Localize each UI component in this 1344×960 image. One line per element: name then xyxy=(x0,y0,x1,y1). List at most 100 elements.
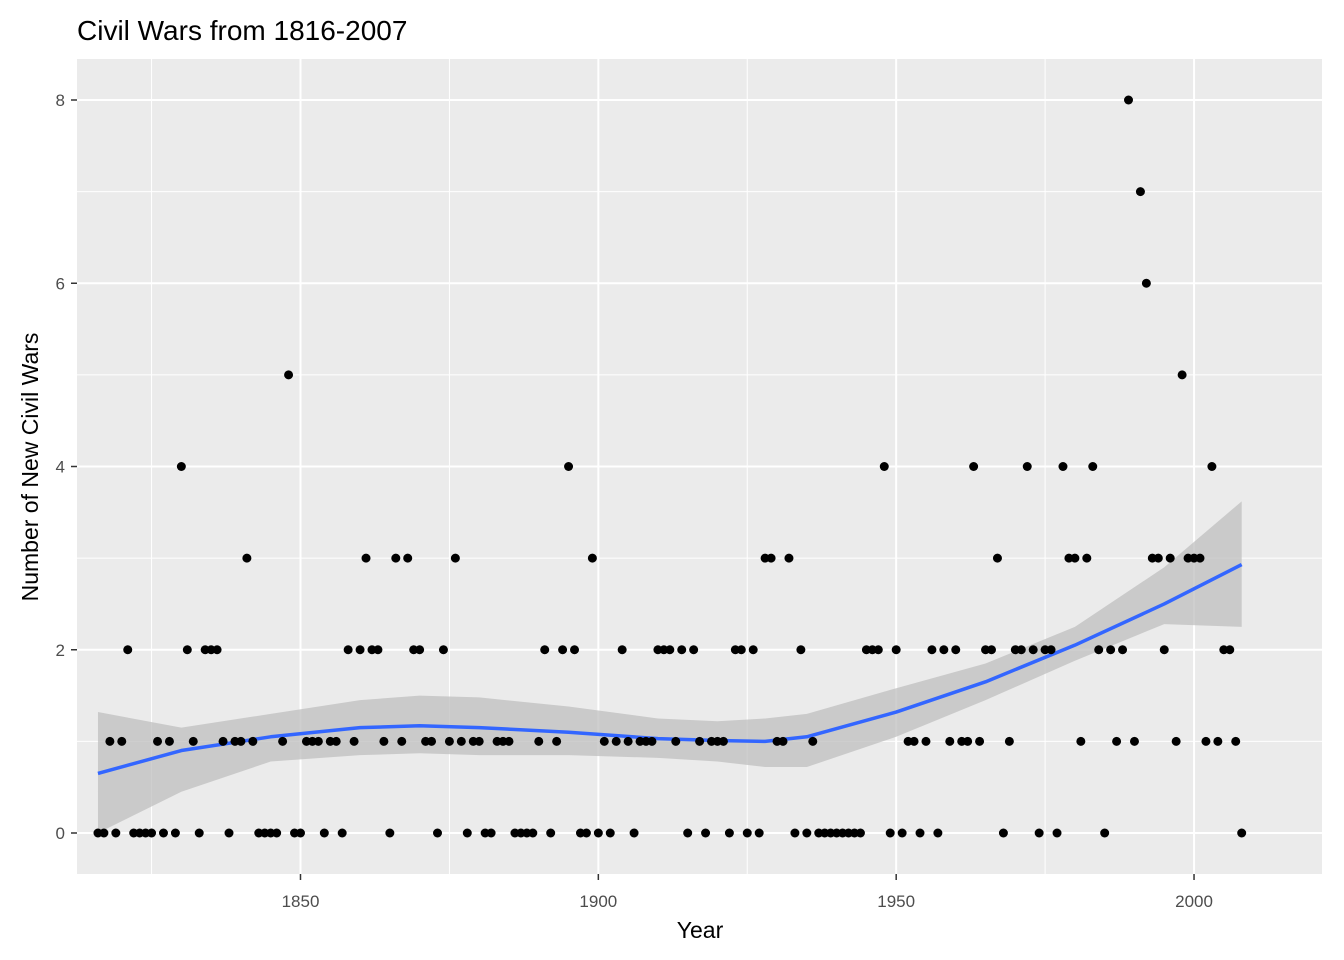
data-point xyxy=(546,828,556,838)
data-point xyxy=(1016,645,1026,655)
data-point xyxy=(1028,645,1038,655)
data-point xyxy=(349,736,359,746)
data-point xyxy=(105,736,115,746)
data-point xyxy=(1165,553,1175,563)
data-point xyxy=(242,553,252,563)
data-point xyxy=(1135,187,1145,197)
data-point xyxy=(927,645,937,655)
data-point xyxy=(248,736,258,746)
data-point xyxy=(963,736,973,746)
x-axis: 1850 1900 1950 2000 xyxy=(282,874,1213,911)
data-point xyxy=(456,736,466,746)
data-point xyxy=(1213,736,1223,746)
data-point xyxy=(1094,645,1104,655)
data-point xyxy=(373,645,383,655)
data-point xyxy=(295,828,305,838)
data-point xyxy=(99,828,109,838)
data-point xyxy=(218,736,228,746)
data-point xyxy=(617,645,627,655)
data-point xyxy=(611,736,621,746)
data-point xyxy=(415,645,425,655)
x-axis-title: Year xyxy=(677,917,724,943)
data-point xyxy=(915,828,925,838)
confidence-band xyxy=(97,501,1242,833)
data-point xyxy=(933,828,943,838)
data-point xyxy=(1088,462,1098,471)
data-point xyxy=(182,645,192,655)
data-point xyxy=(236,736,246,746)
data-point xyxy=(361,553,371,563)
data-point xyxy=(123,645,133,655)
y-tick-label: 8 xyxy=(56,91,65,110)
data-point xyxy=(986,645,996,655)
data-point xyxy=(462,828,472,838)
data-point xyxy=(397,736,407,746)
y-tick-label: 2 xyxy=(56,641,65,660)
data-point xyxy=(695,736,705,746)
data-point xyxy=(969,462,979,471)
data-point xyxy=(319,828,329,838)
data-points xyxy=(93,95,1247,838)
data-point xyxy=(1058,462,1068,471)
data-point xyxy=(427,736,437,746)
data-point xyxy=(605,828,615,838)
data-point xyxy=(170,828,180,838)
data-point xyxy=(111,828,121,838)
data-point xyxy=(951,645,961,655)
data-point xyxy=(897,828,907,838)
data-point xyxy=(1141,278,1151,288)
data-point xyxy=(1052,828,1062,838)
data-point xyxy=(1195,553,1205,563)
data-point xyxy=(278,736,288,746)
smooth-trend-line xyxy=(97,562,1243,776)
data-point xyxy=(552,736,562,746)
data-point xyxy=(1207,462,1217,471)
data-point xyxy=(486,828,496,838)
x-tick-label: 1900 xyxy=(579,892,617,911)
y-axis-title: Number of New Civil Wars xyxy=(17,333,43,602)
data-point xyxy=(909,736,919,746)
data-point xyxy=(1046,645,1056,655)
data-point xyxy=(379,736,389,746)
data-point xyxy=(683,828,693,838)
data-point xyxy=(474,736,484,746)
data-point xyxy=(385,828,395,838)
data-point xyxy=(1124,95,1134,105)
data-point xyxy=(1118,645,1128,655)
data-point xyxy=(992,553,1002,563)
data-point xyxy=(331,736,341,746)
data-point xyxy=(403,553,413,563)
data-point xyxy=(528,828,538,838)
data-point xyxy=(212,645,222,655)
data-point xyxy=(790,828,800,838)
data-point xyxy=(778,736,788,746)
y-axis: 0 2 4 6 8 xyxy=(56,91,77,843)
data-point xyxy=(188,736,198,746)
data-point xyxy=(391,553,401,563)
data-point xyxy=(558,645,568,655)
data-point xyxy=(975,736,985,746)
y-tick-label: 6 xyxy=(56,274,65,293)
data-point xyxy=(444,736,454,746)
data-point xyxy=(873,645,883,655)
data-point xyxy=(808,736,818,746)
data-point xyxy=(570,645,580,655)
data-point xyxy=(224,828,234,838)
data-point xyxy=(313,736,323,746)
data-point xyxy=(1070,553,1080,563)
data-point xyxy=(671,736,681,746)
data-point xyxy=(677,645,687,655)
x-tick-label: 1950 xyxy=(877,892,915,911)
data-point xyxy=(855,828,865,838)
data-point xyxy=(117,736,127,746)
y-tick-label: 4 xyxy=(56,458,65,477)
data-point xyxy=(1231,736,1241,746)
data-point xyxy=(433,828,443,838)
data-point xyxy=(1129,736,1139,746)
data-point xyxy=(194,828,204,838)
data-point xyxy=(718,736,728,746)
data-point xyxy=(623,736,633,746)
x-tick-label: 2000 xyxy=(1175,892,1213,911)
data-point xyxy=(736,645,746,655)
data-point xyxy=(337,828,347,838)
